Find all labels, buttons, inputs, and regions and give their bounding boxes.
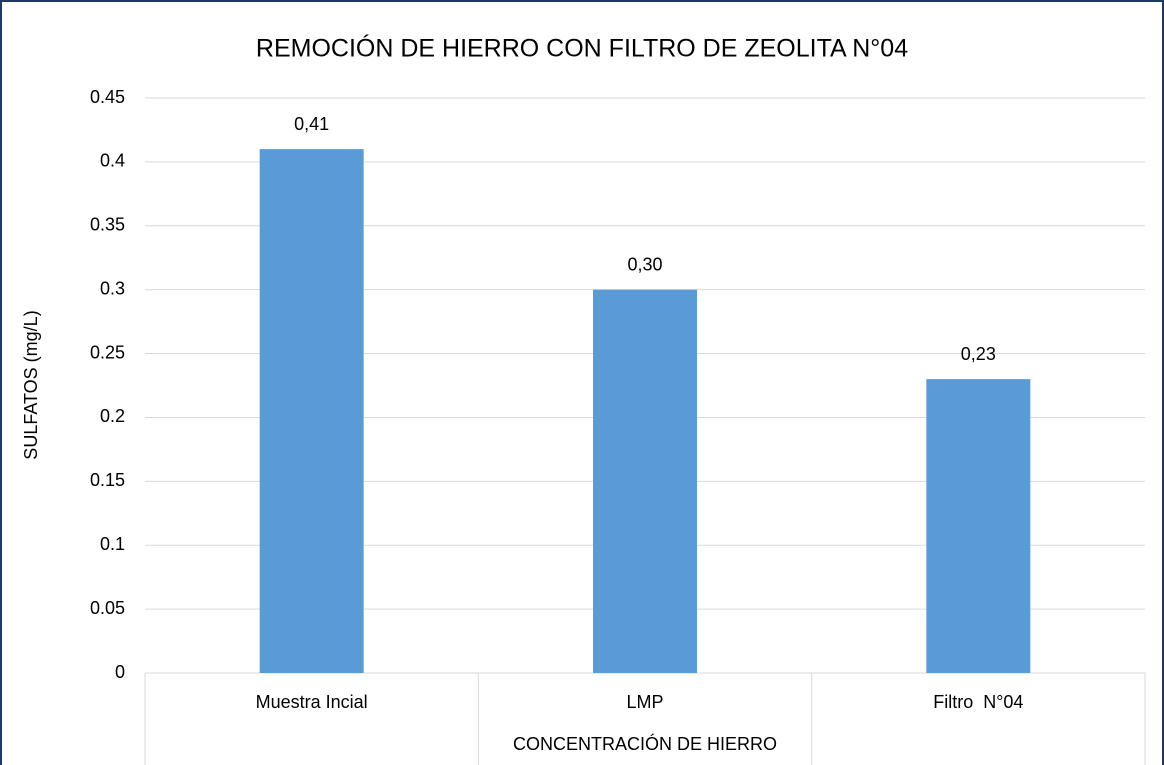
y-axis-label: SULFATOS (mg/L) [21, 310, 41, 459]
data-label: 0,41 [294, 114, 329, 134]
x-tick-label: LMP [626, 692, 663, 712]
chart-title: REMOCIÓN DE HIERRO CON FILTRO DE ZEOLITA… [256, 34, 908, 63]
data-label: 0,30 [627, 254, 662, 274]
bar [926, 379, 1031, 673]
y-tick-label: 0.35 [90, 215, 125, 235]
y-tick-label: 0.1 [100, 534, 125, 554]
x-axis-label: CONCENTRACIÓN DE HIERRO [513, 733, 777, 754]
y-tick-label: 0.45 [90, 87, 125, 107]
y-tick-label: 0.25 [90, 342, 125, 362]
bar [593, 289, 697, 673]
x-tick-label: Muestra Incial [256, 692, 368, 712]
y-tick-label: 0.05 [90, 598, 125, 618]
data-label: 0,23 [961, 344, 996, 364]
y-tick-label: 0.15 [90, 470, 125, 490]
y-tick-label: 0.3 [100, 278, 125, 298]
x-tick-label: Filtro N°04 [933, 692, 1023, 712]
y-tick-label: 0.4 [100, 151, 125, 171]
y-tick-label: 0 [115, 662, 125, 682]
bar [259, 149, 364, 674]
y-tick-label: 0.2 [100, 406, 125, 426]
